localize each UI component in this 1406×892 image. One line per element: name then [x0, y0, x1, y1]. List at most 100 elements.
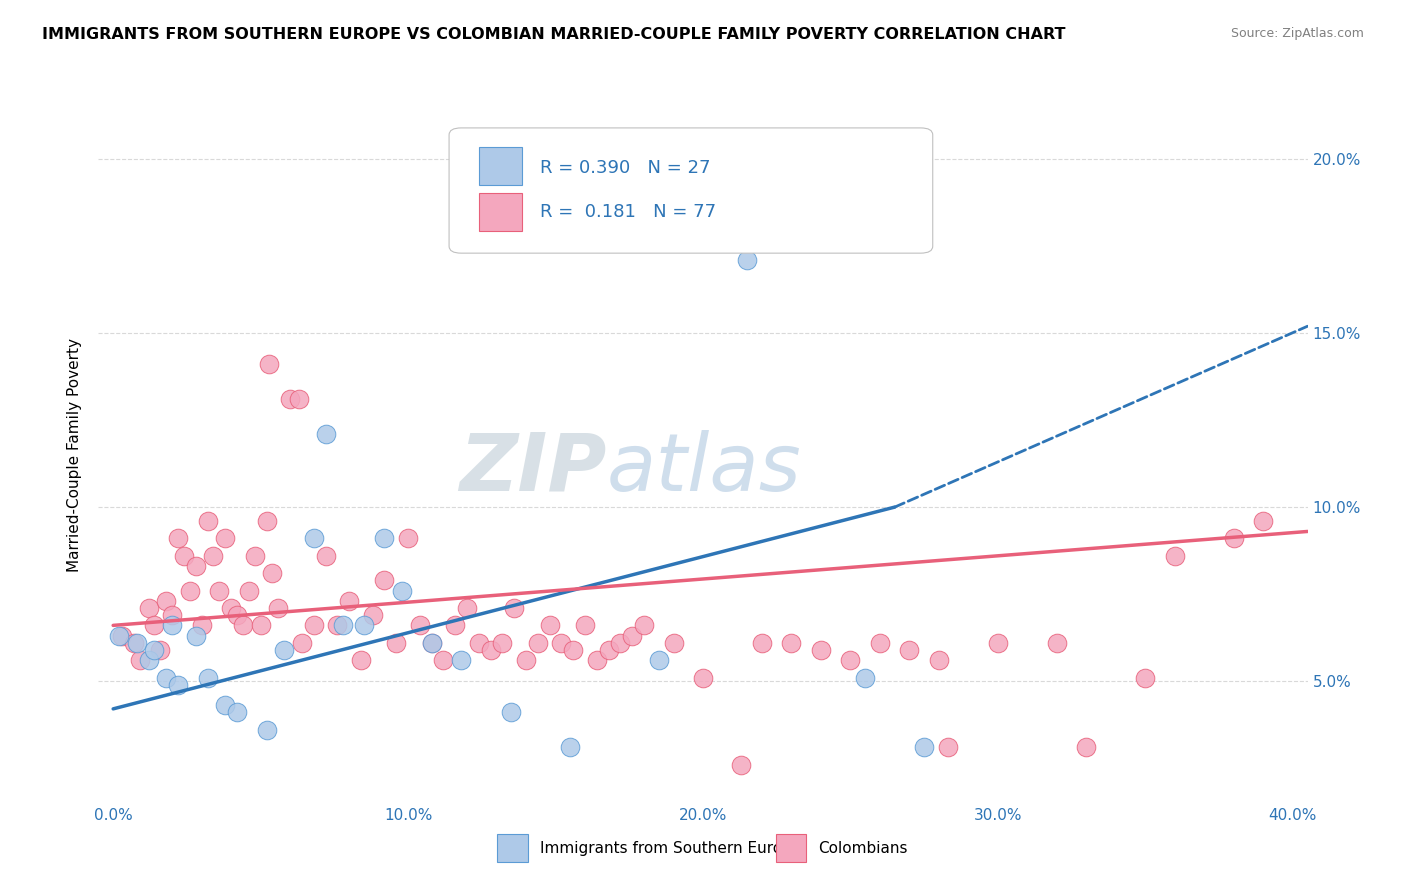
Point — [527, 636, 550, 650]
Point — [197, 671, 219, 685]
Point — [432, 653, 454, 667]
Point — [208, 583, 231, 598]
Point — [238, 583, 260, 598]
Point — [273, 642, 295, 657]
Point — [278, 392, 301, 407]
Text: ZIP: ZIP — [458, 430, 606, 508]
Point — [249, 618, 271, 632]
Point — [232, 618, 254, 632]
Point — [288, 392, 311, 407]
Point — [184, 629, 207, 643]
Point — [302, 532, 325, 546]
Text: R = 0.390   N = 27: R = 0.390 N = 27 — [540, 159, 710, 177]
Text: Immigrants from Southern Europe: Immigrants from Southern Europe — [540, 840, 801, 855]
Point — [160, 607, 183, 622]
Point — [735, 253, 758, 268]
Point — [1135, 671, 1157, 685]
Point — [560, 740, 582, 755]
Point — [751, 636, 773, 650]
Point — [361, 607, 384, 622]
Point — [1076, 740, 1098, 755]
Point — [912, 740, 935, 755]
Point — [262, 566, 284, 581]
Point — [179, 583, 201, 598]
Point — [810, 642, 832, 657]
Point — [160, 618, 183, 632]
Text: R =  0.181   N = 77: R = 0.181 N = 77 — [540, 203, 716, 221]
Point — [662, 636, 685, 650]
Point — [633, 618, 655, 632]
Point — [780, 636, 803, 650]
Point — [562, 642, 585, 657]
Point — [167, 677, 190, 691]
Point — [456, 601, 478, 615]
Bar — [479, 146, 522, 185]
Point — [1223, 532, 1246, 546]
Point — [409, 618, 432, 632]
Point — [373, 532, 395, 546]
Point — [609, 636, 631, 650]
Point — [550, 636, 572, 650]
Point — [143, 618, 166, 632]
Point — [373, 573, 395, 587]
Point — [243, 549, 266, 563]
Point — [444, 618, 467, 632]
Point — [385, 636, 408, 650]
Point — [315, 427, 337, 442]
Point — [315, 549, 337, 563]
Point — [1253, 514, 1275, 528]
Point — [598, 642, 620, 657]
Point — [138, 653, 160, 667]
Point — [143, 642, 166, 657]
Point — [122, 636, 145, 650]
Point — [648, 653, 671, 667]
Point — [138, 601, 160, 615]
Point — [928, 653, 950, 667]
Point — [391, 583, 413, 598]
Point — [869, 636, 891, 650]
Point — [936, 740, 959, 755]
Point — [302, 618, 325, 632]
Point — [1046, 636, 1069, 650]
Point — [501, 706, 523, 720]
Point — [291, 636, 314, 650]
Point — [256, 723, 278, 737]
Point — [155, 594, 177, 608]
Point — [468, 636, 491, 650]
Bar — [479, 193, 522, 231]
Point — [202, 549, 225, 563]
Point — [155, 671, 177, 685]
Point — [730, 757, 752, 772]
Point — [839, 653, 862, 667]
Point — [585, 653, 607, 667]
Point — [173, 549, 195, 563]
Point — [226, 607, 249, 622]
Point — [353, 618, 375, 632]
Point — [574, 618, 596, 632]
Point — [226, 706, 249, 720]
Point — [111, 629, 134, 643]
Point — [326, 618, 349, 632]
Point — [149, 642, 172, 657]
Point — [692, 671, 714, 685]
Point — [259, 358, 281, 372]
Text: Colombians: Colombians — [818, 840, 907, 855]
Point — [332, 618, 354, 632]
Point — [128, 653, 150, 667]
Point — [197, 514, 219, 528]
Point — [337, 594, 360, 608]
Y-axis label: Married-Couple Family Poverty: Married-Couple Family Poverty — [67, 338, 83, 572]
Point — [214, 698, 236, 713]
Point — [167, 532, 190, 546]
Bar — [776, 834, 806, 862]
Point — [219, 601, 242, 615]
Point — [898, 642, 921, 657]
Point — [420, 636, 443, 650]
Point — [214, 532, 236, 546]
Text: Source: ZipAtlas.com: Source: ZipAtlas.com — [1230, 27, 1364, 40]
Point — [267, 601, 290, 615]
Text: IMMIGRANTS FROM SOUTHERN EUROPE VS COLOMBIAN MARRIED-COUPLE FAMILY POVERTY CORRE: IMMIGRANTS FROM SOUTHERN EUROPE VS COLOM… — [42, 27, 1066, 42]
Point — [479, 642, 502, 657]
Point — [853, 671, 876, 685]
Point — [515, 653, 537, 667]
